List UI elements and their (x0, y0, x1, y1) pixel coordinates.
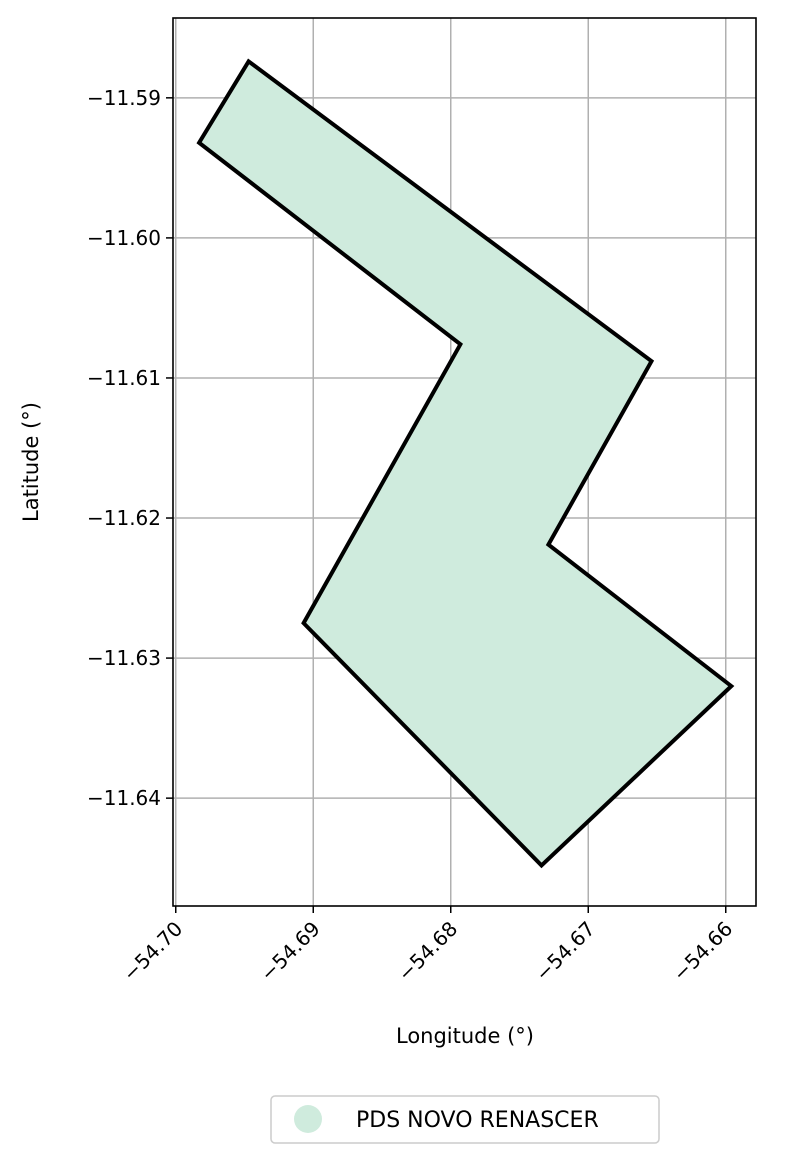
x-axis-label: Longitude (°) (396, 1024, 534, 1048)
y-tick-label: −11.61 (87, 366, 161, 390)
y-tick-label: −11.59 (87, 86, 161, 110)
y-tick-label: −11.62 (87, 506, 161, 530)
y-tick-label: −11.60 (87, 226, 161, 250)
x-tick-label: −54.69 (255, 917, 324, 986)
legend: PDS NOVO RENASCER (270, 1095, 660, 1144)
y-tick-label: −11.64 (87, 786, 161, 810)
legend-marker-icon (294, 1105, 322, 1133)
y-tick-label: −11.63 (87, 646, 161, 670)
y-axis-ticks: −11.59 −11.60 −11.61 −11.62 −11.63 −11.64 (87, 86, 173, 810)
legend-frame (270, 1095, 660, 1144)
polygon-layer (196, 58, 735, 869)
x-axis-ticks: −54.70 −54.69 −54.68 −54.67 −54.66 (118, 906, 737, 986)
x-tick-label: −54.67 (530, 917, 599, 986)
legend-entry-label: PDS NOVO RENASCER (356, 1108, 599, 1133)
y-axis-label: Latitude (°) (19, 402, 43, 522)
plot-frame (172, 17, 757, 907)
parcel-polygon (196, 58, 735, 869)
x-tick-label: −54.70 (118, 917, 187, 986)
x-tick-label: −54.66 (668, 917, 737, 986)
x-tick-label: −54.68 (393, 917, 462, 986)
